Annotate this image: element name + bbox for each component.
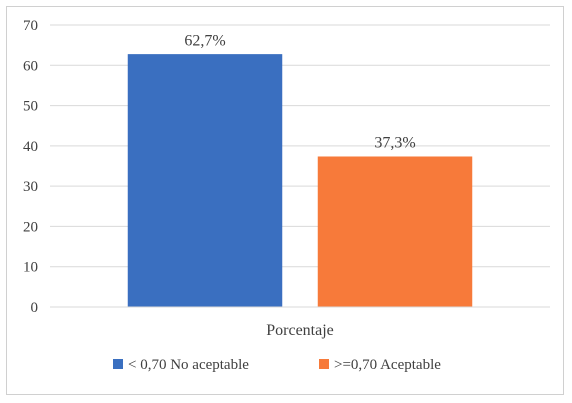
y-tick-label: 70 xyxy=(23,18,38,34)
y-tick-label: 20 xyxy=(23,219,38,235)
gridlines xyxy=(50,24,550,268)
legend-label: >=0,70 Aceptable xyxy=(334,357,441,373)
y-tick-label: 60 xyxy=(23,58,38,74)
y-tick-label: 10 xyxy=(23,260,38,276)
y-axis-ticks: 0 10 20 30 40 50 60 70 xyxy=(23,18,38,316)
data-label: 37,3% xyxy=(374,135,415,152)
legend-swatch xyxy=(113,359,123,369)
x-category-label: Porcentaje xyxy=(266,322,334,339)
bar-2 xyxy=(317,156,473,308)
y-tick-label: 0 xyxy=(31,300,39,316)
bars xyxy=(127,54,473,308)
data-label: 62,7% xyxy=(184,32,225,49)
legend-swatch xyxy=(319,359,329,369)
y-tick-label: 50 xyxy=(23,99,38,115)
data-labels: 62,7% 37,3% xyxy=(184,32,415,151)
bar-1 xyxy=(127,54,283,308)
legend: < 0,70 No aceptable >=0,70 Aceptable xyxy=(113,357,441,373)
legend-label: < 0,70 No aceptable xyxy=(128,357,249,373)
y-tick-label: 40 xyxy=(23,139,38,155)
y-tick-label: 30 xyxy=(23,179,38,195)
